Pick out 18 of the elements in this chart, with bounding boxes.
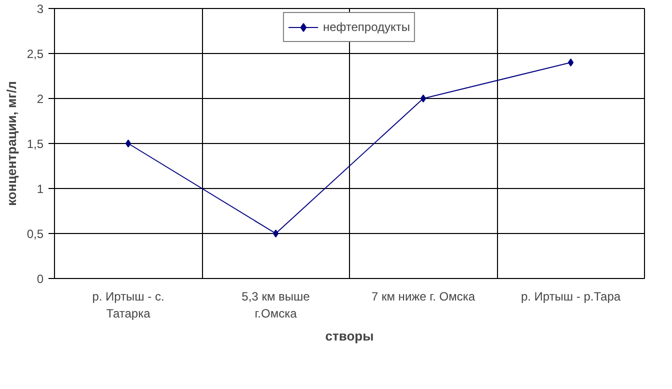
point — [125, 140, 132, 148]
y-tick-label: 1,5 — [26, 137, 44, 151]
y-tick-label: 2 — [36, 92, 44, 106]
point — [568, 58, 574, 66]
point — [420, 94, 426, 102]
point — [272, 230, 279, 238]
x-tick-label: 7 км ниже г. Омска — [371, 290, 476, 304]
x-tick-label: р. Иртыш - р.Тара — [520, 290, 621, 304]
y-tick-label: 0,5 — [26, 227, 44, 241]
x-tick-label: 5,3 км выше г.Омска — [242, 290, 310, 320]
x-axis-title: створы — [325, 328, 374, 344]
legend-label: нефтепродукты — [322, 20, 410, 34]
y-tick-label: 3 — [36, 2, 44, 16]
y-tick-label: 1 — [36, 182, 44, 196]
y-tick-label: 0 — [36, 272, 44, 286]
y-axis-title: концентрации, мг/л — [4, 81, 19, 206]
x-tick-label: р. Иртыш - с. Татарка — [92, 290, 164, 320]
y-tick-label: 2,5 — [26, 47, 44, 61]
